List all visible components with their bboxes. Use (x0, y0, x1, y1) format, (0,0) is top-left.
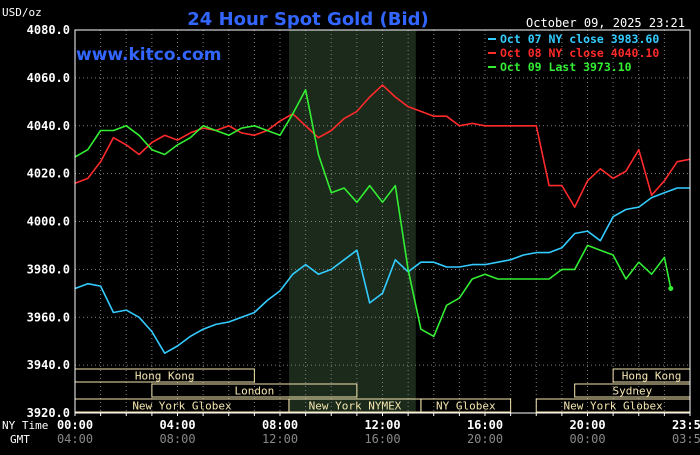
y-tick-label: 3960.0 (27, 310, 70, 324)
x-tick-label-ny: 04:00 (159, 418, 195, 432)
axis-layer: 3920.0 3940.0 3960.0 3980.0 4000.0 4020.0 4040… (27, 23, 700, 446)
chart-title: 24 Hour Spot Gold (Bid) (187, 9, 428, 30)
x-tick-label-ny: 00:00 (57, 418, 93, 432)
x-tick-label-gmt: 08:00 (159, 432, 195, 446)
session-label: Hong Kong (622, 370, 682, 383)
y-tick-label: 4060.0 (27, 71, 70, 85)
series-line-3 (74, 89, 672, 338)
series-line-2 (74, 84, 690, 208)
series-line-1 (74, 187, 690, 355)
session-label: Sydney (612, 385, 652, 398)
x-tick-label-ny: 23:59 (672, 418, 700, 432)
x-tick-label-gmt: 12:00 (262, 432, 298, 446)
session-box (420, 398, 512, 413)
session-label: Hong Kong (135, 370, 195, 383)
x-tick-label-ny: 16:00 (467, 418, 503, 432)
x-tick-label-gmt: 00:00 (569, 432, 605, 446)
legend-entry: Oct 09 Last 3973.10 (500, 60, 632, 74)
x-tick-label-ny: 20:00 (569, 418, 605, 432)
legend-entry: Oct 07 NY close 3983.60 (500, 32, 659, 46)
watermark: www.kitco.com (76, 45, 221, 65)
y-tick-label: 4040.0 (27, 119, 70, 133)
x-tick-label-gmt: 03:59 (672, 432, 700, 446)
session-label: NY Globex (436, 400, 496, 413)
nymex-shade (288, 30, 416, 413)
gmt-label: GMT (10, 433, 30, 446)
ny-time-label: NY Time (2, 419, 48, 432)
y-unit-label: USD/oz (2, 6, 42, 19)
legend-entry: Oct 08 NY close 4040.10 (500, 46, 659, 60)
y-tick-label: 3980.0 (27, 262, 70, 276)
y-tick-label: 3920.0 (27, 406, 70, 420)
session-label: New York NYMEX (309, 400, 402, 413)
x-tick-label-ny: 08:00 (262, 418, 298, 432)
x-tick-label-gmt: 16:00 (364, 432, 400, 446)
chart-timestamp: October 09, 2025 23:21 (526, 16, 685, 30)
y-tick-label: 4080.0 (27, 23, 70, 37)
session-box (151, 383, 358, 398)
x-tick-label-gmt: 20:00 (467, 432, 503, 446)
session-label: New York Globex (563, 400, 663, 413)
last-price-marker (668, 286, 674, 292)
nymex-shade-layer (288, 30, 416, 413)
session-label: London (235, 385, 275, 398)
x-tick-label-ny: 12:00 (364, 418, 400, 432)
x-tick-label-gmt: 04:00 (57, 432, 93, 446)
y-tick-label: 4020.0 (27, 167, 70, 181)
session-label: New York Globex (132, 400, 232, 413)
y-tick-label: 4000.0 (27, 215, 70, 229)
y-tick-label: 3940.0 (27, 358, 70, 372)
series-layer (74, 84, 690, 355)
